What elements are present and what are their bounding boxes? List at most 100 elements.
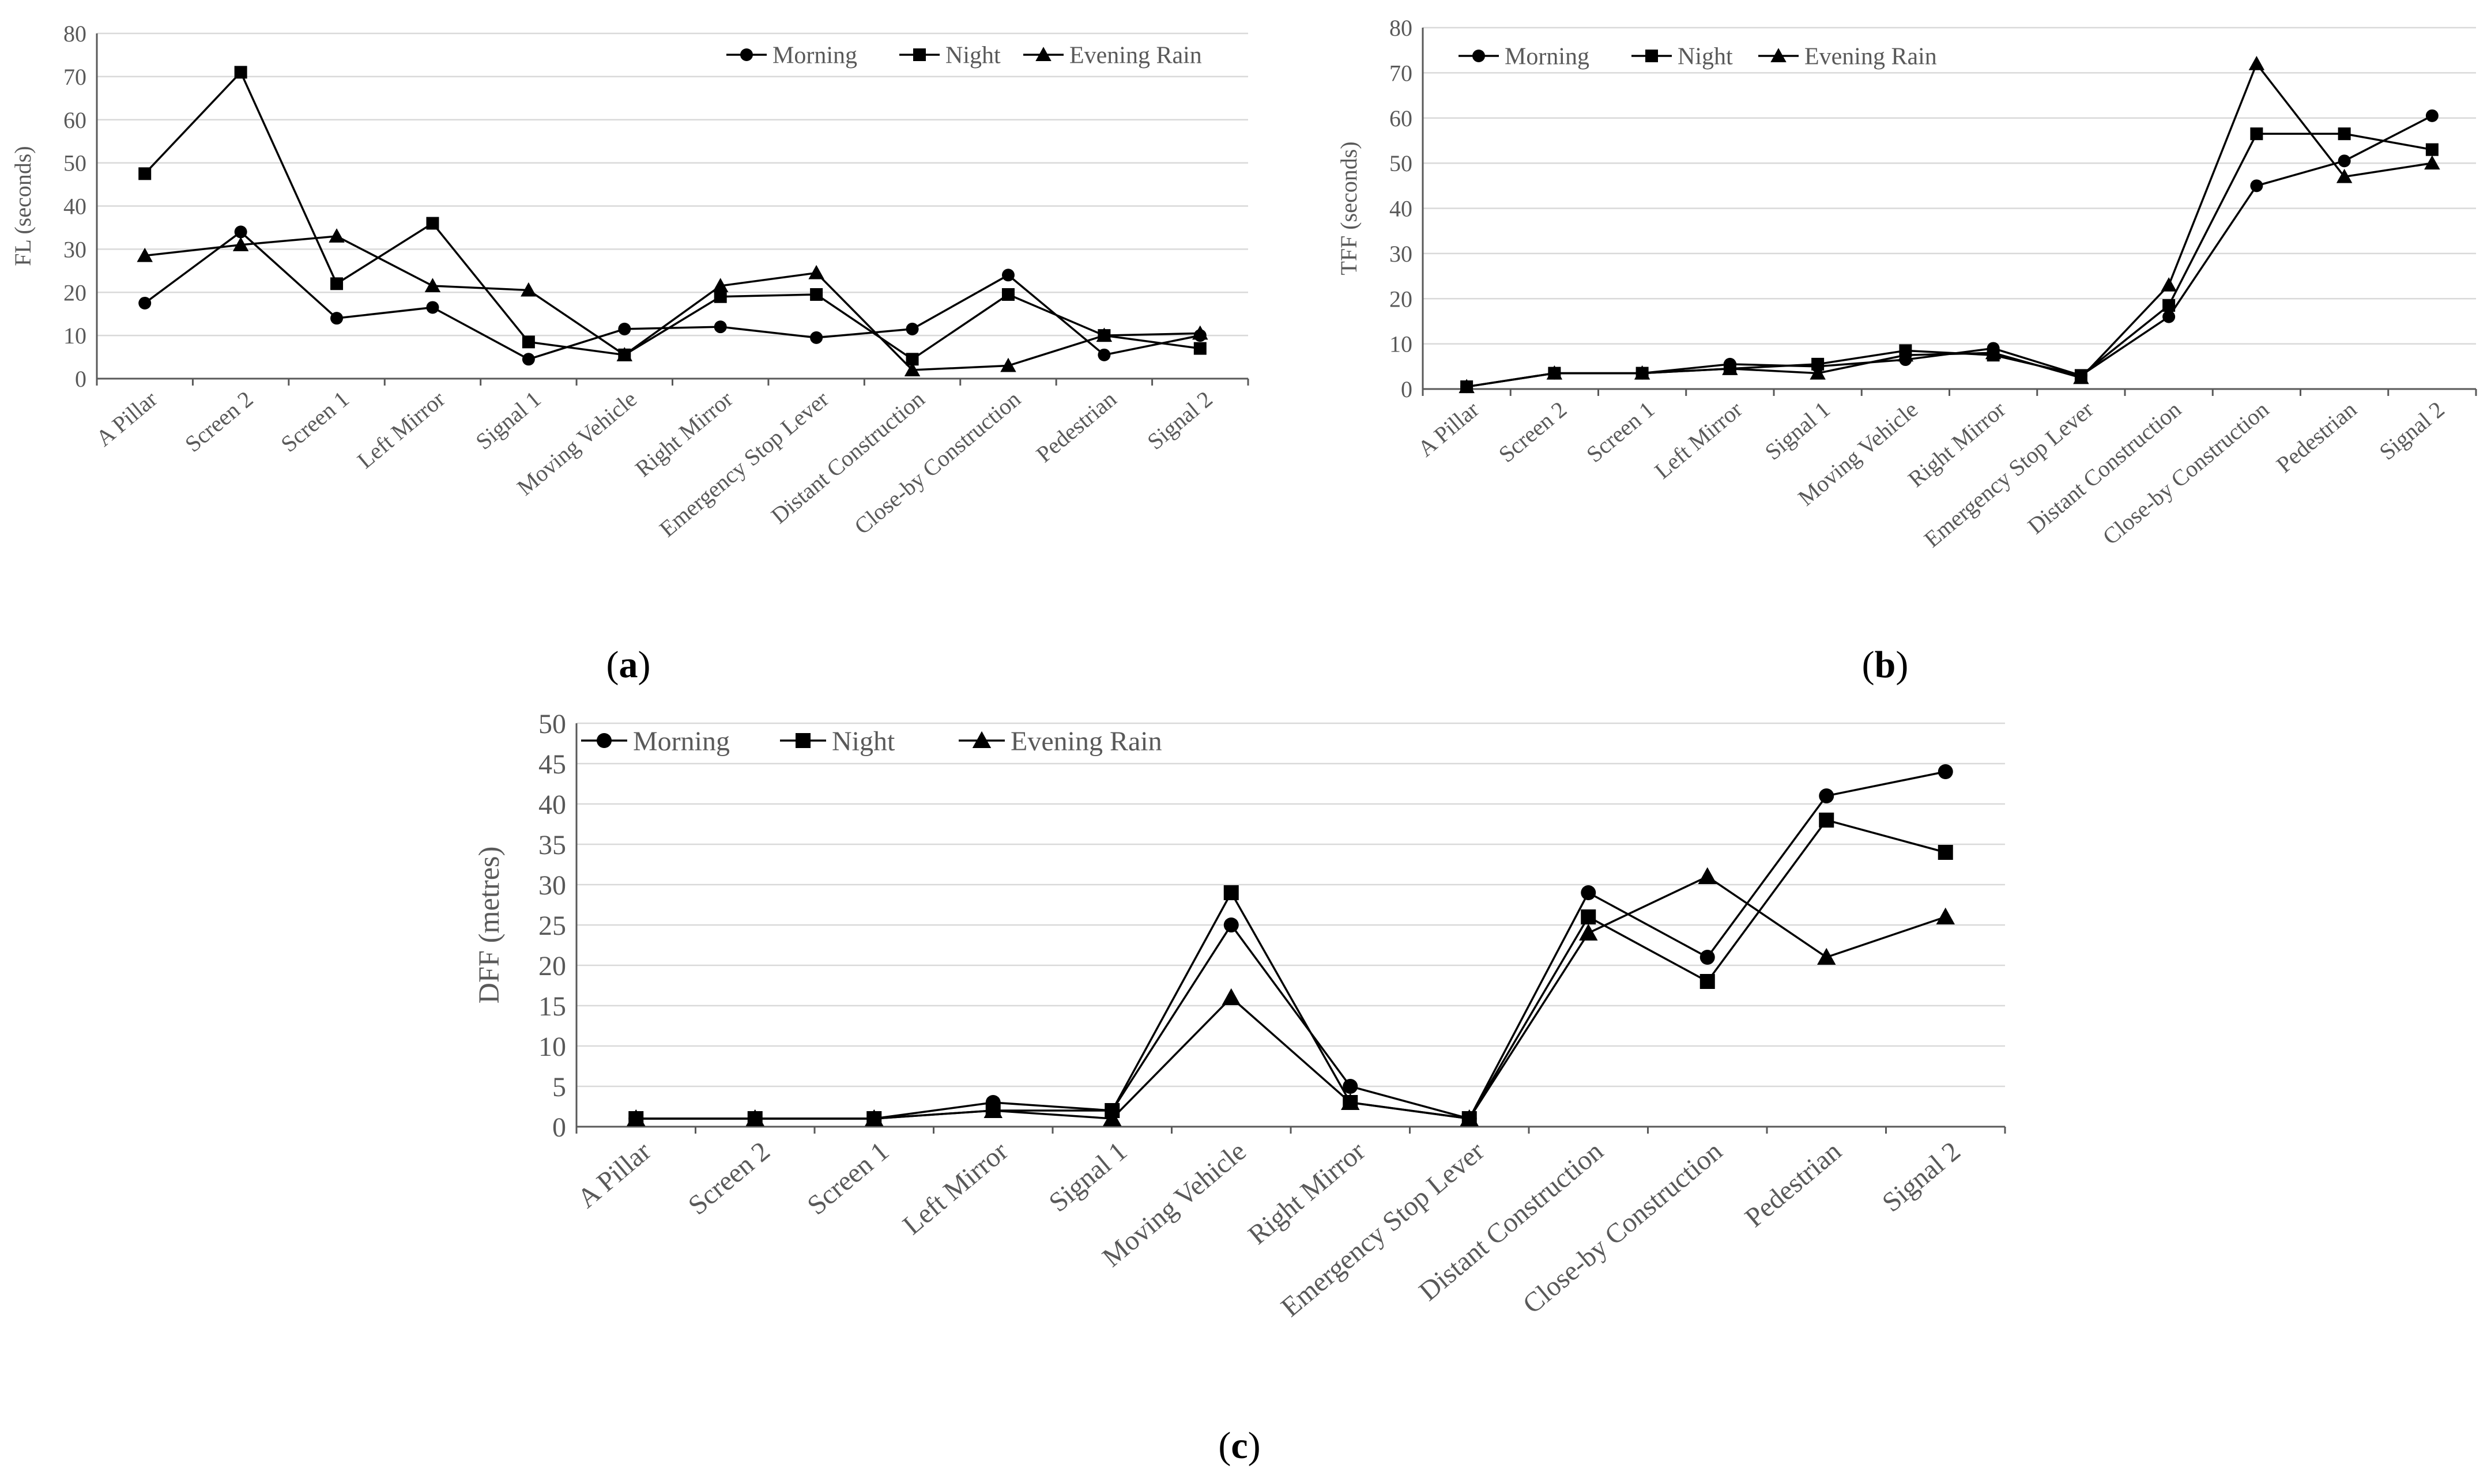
data-point-triangle [2073, 369, 2089, 384]
x-tick-label: Left Mirror [1649, 396, 1747, 484]
y-tick-label: 40 [538, 790, 566, 820]
data-point-circle [906, 322, 919, 335]
legend-entry: Evening Rain [1069, 43, 1202, 69]
data-point-triangle [712, 278, 729, 293]
data-point-square [1811, 357, 1825, 371]
data-point-triangle [904, 362, 921, 377]
y-tick-label: 70 [1389, 60, 1412, 86]
legend-entry: Morning [633, 726, 730, 757]
y-tick-label: 40 [63, 194, 86, 220]
legend-marker-circle [597, 733, 612, 748]
series-line-evening-rain [1466, 62, 2433, 388]
x-tick-label: Emergency Stop Lever [1275, 1136, 1490, 1323]
data-point-square [2250, 127, 2263, 141]
series-line-morning [1466, 115, 2433, 388]
data-point-triangle [137, 247, 153, 262]
series-line-evening-rain [145, 235, 1200, 371]
legend-entry: Morning [772, 43, 857, 69]
data-point-triangle [2161, 277, 2177, 292]
y-tick-label: 35 [538, 830, 566, 860]
data-point-circle [234, 225, 247, 239]
x-tick-label: Screen 2 [180, 386, 258, 457]
series-line-morning [636, 771, 1946, 1120]
x-tick-label: Emergency Stop Lever [654, 386, 834, 542]
legend-entry: Evening Rain [1804, 44, 1937, 70]
data-point-triangle [865, 1109, 884, 1126]
data-point-triangle [1546, 365, 1563, 380]
data-point-circle [2250, 179, 2263, 192]
legend-marker-square [796, 733, 811, 748]
data-point-triangle [1192, 325, 1208, 340]
data-point-circle [714, 320, 727, 334]
x-tick-label: Signal 1 [1043, 1136, 1133, 1218]
legend-entry: Night [1678, 44, 1733, 70]
data-point-triangle [1810, 365, 1826, 380]
data-point-triangle [424, 278, 441, 293]
data-point-triangle [1936, 907, 1955, 924]
y-tick-label: 0 [552, 1112, 566, 1143]
data-point-square [138, 167, 152, 180]
data-point-triangle [329, 228, 345, 243]
data-point-triangle [1341, 1093, 1360, 1110]
y-tick-label: 20 [63, 280, 86, 305]
y-tick-label: 50 [63, 150, 86, 176]
data-point-square [1581, 909, 1596, 924]
data-point-triangle [1459, 379, 1475, 394]
x-tick-label: A Pillar [572, 1136, 657, 1214]
legend-marker-circle [1472, 50, 1485, 62]
y-tick-label: 60 [63, 107, 86, 133]
data-point-circle [2338, 154, 2351, 168]
y-tick-label: 50 [538, 709, 566, 739]
x-tick-label: Pedestrian [2271, 396, 2362, 478]
data-point-circle [1819, 788, 1834, 803]
data-point-circle [810, 331, 823, 344]
data-point-square [522, 335, 535, 349]
data-point-triangle [521, 282, 537, 297]
data-point-circle [618, 322, 631, 335]
data-point-circle [2162, 310, 2176, 323]
data-point-square [810, 288, 823, 301]
x-tick-label: Signal 2 [1876, 1136, 1966, 1218]
data-point-triangle [627, 1109, 646, 1126]
data-point-square [234, 66, 247, 79]
y-tick-label: 30 [538, 870, 566, 901]
legend-marker-circle [740, 48, 753, 61]
data-point-triangle [232, 237, 249, 251]
x-tick-label: Right Mirror [1242, 1136, 1371, 1251]
legend-entry: Night [945, 43, 1001, 69]
legend: Morning Night Evening Rain [726, 43, 1202, 69]
chart-c: 0 5 10 15 20 25 30 35 40 45 50 A Pillar Screen 2 Scre… [473, 709, 2006, 1467]
data-point-triangle [2248, 55, 2265, 70]
y-tick-label: 45 [538, 749, 566, 780]
data-point-square [1001, 288, 1015, 301]
series-line-morning [144, 231, 1201, 361]
data-point-circle [1581, 885, 1596, 900]
data-point-circle [1223, 917, 1239, 932]
data-point-circle [1343, 1079, 1358, 1094]
data-point-triangle [1897, 347, 1914, 362]
data-point-circle [330, 312, 344, 325]
data-point-triangle [1579, 923, 1598, 941]
legend-entry: Evening Rain [1011, 726, 1162, 757]
data-point-triangle [1096, 327, 1113, 342]
x-tick-label: Emergency Stop Lever [1919, 396, 2098, 552]
legend-marker-triangle [1770, 48, 1787, 62]
x-tick-label: A Pillar [91, 386, 162, 451]
y-tick-label: 5 [552, 1072, 566, 1102]
data-point-circle [1699, 950, 1715, 965]
data-point-circle [1938, 764, 1953, 779]
y-tick-label: 40 [1389, 196, 1412, 222]
series-line-night [144, 70, 1201, 361]
y-tick-label: 80 [1389, 15, 1412, 41]
series-line-evening-rain [636, 875, 1946, 1120]
data-point-triangle [1103, 1109, 1122, 1126]
legend-marker-square [1645, 50, 1658, 62]
x-tick-label: Pedestrian [1739, 1136, 1847, 1233]
data-point-circle [522, 353, 535, 366]
y-tick-label: 70 [63, 64, 86, 90]
y-tick-label: 30 [63, 236, 86, 262]
y-tick-label: 0 [75, 366, 86, 392]
x-tick-label: Signal 2 [2374, 396, 2449, 465]
y-axis-label: TFF (seconds) [1336, 141, 1362, 275]
data-point-triangle [1698, 867, 1717, 884]
